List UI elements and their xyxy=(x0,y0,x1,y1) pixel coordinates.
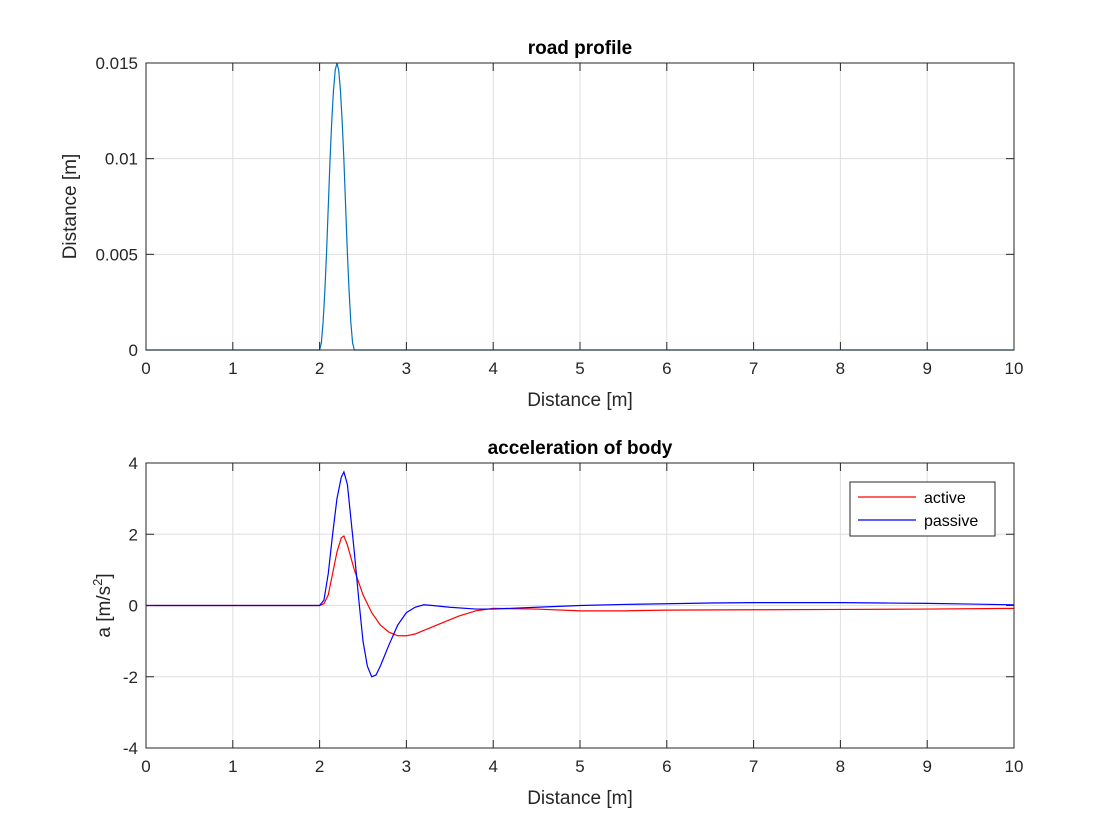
legend-label-active: active xyxy=(924,490,966,507)
x-tick-label: 9 xyxy=(922,359,931,378)
x-tick-label: 3 xyxy=(402,757,411,776)
x-tick-label: 2 xyxy=(315,757,324,776)
x-tick-label: 6 xyxy=(662,757,671,776)
legend: active passive xyxy=(849,481,996,537)
y-tick-label: -4 xyxy=(123,739,138,758)
series-line-passive xyxy=(146,470,1015,678)
x-tick-label: 10 xyxy=(1005,757,1024,776)
acceleration-plot: 0 1 2 3 4 5 6 7 8 9 10 -4 -2 0 2 4 acceleration of body D… xyxy=(90,438,1023,809)
x-axis-label: Distance [m] xyxy=(527,788,633,809)
x-tick-label: 6 xyxy=(662,359,671,378)
y-tick-label: 0 xyxy=(129,597,138,616)
x-tick-label: 10 xyxy=(1005,359,1024,378)
x-tick-label: 7 xyxy=(749,757,758,776)
y-tick-label: -2 xyxy=(123,668,138,687)
x-tick-label: 9 xyxy=(922,757,931,776)
chart-title: road profile xyxy=(528,38,633,59)
series-line-active xyxy=(146,535,1015,637)
y-axis-label: Distance [m] xyxy=(60,154,81,260)
x-tick-label: 1 xyxy=(228,757,237,776)
legend-label-passive: passive xyxy=(924,513,978,530)
x-tick-label: 1 xyxy=(228,359,237,378)
road-profile-plot: 0 1 2 3 4 5 6 7 8 9 10 0 0.005 0.01 0.015 road profile D… xyxy=(60,38,1023,411)
x-tick-label: 5 xyxy=(575,359,584,378)
x-tick-label: 0 xyxy=(141,757,150,776)
x-tick-label: 5 xyxy=(575,757,584,776)
chart-title: acceleration of body xyxy=(488,438,673,459)
legend-box xyxy=(849,481,996,537)
x-tick-label: 4 xyxy=(488,359,497,378)
y-tick-label: 0 xyxy=(129,341,138,360)
y-tick-label: 2 xyxy=(129,525,138,544)
x-tick-label: 8 xyxy=(836,359,845,378)
x-tick-label: 4 xyxy=(488,757,497,776)
x-axis-label: Distance [m] xyxy=(527,390,633,411)
y-axis-label: a [m/s2] xyxy=(90,573,115,637)
x-tick-label: 8 xyxy=(836,757,845,776)
y-tick-label: 4 xyxy=(129,454,138,473)
x-tick-label: 2 xyxy=(315,359,324,378)
x-tick-label: 0 xyxy=(141,359,150,378)
x-tick-label: 7 xyxy=(749,359,758,378)
x-tick-label: 3 xyxy=(402,359,411,378)
y-tick-label: 0.01 xyxy=(105,150,138,169)
y-tick-label: 0.015 xyxy=(95,54,138,73)
y-tick-label: 0.005 xyxy=(95,245,138,264)
